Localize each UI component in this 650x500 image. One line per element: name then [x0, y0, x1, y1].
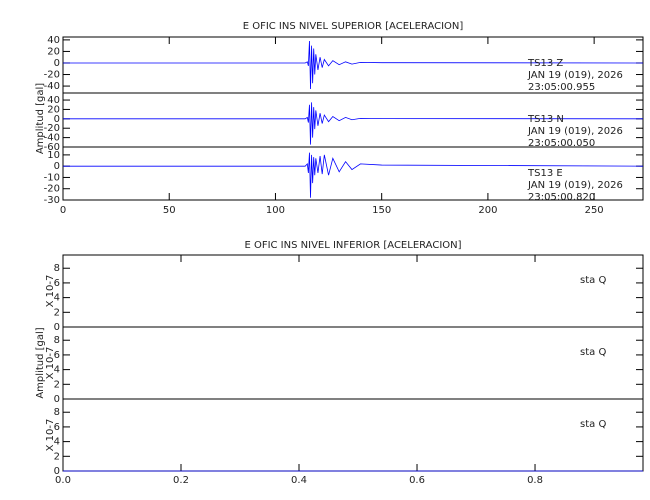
- waveform: [63, 41, 644, 89]
- trace-annotation: 23:05:00.820: [528, 192, 595, 203]
- trace-annotation: sta Q: [580, 347, 606, 358]
- y-tick-label: 6: [54, 278, 60, 289]
- y-tick-label: 2: [54, 307, 60, 318]
- y-tick-label: -40: [44, 81, 60, 92]
- y-tick-label: -60: [44, 142, 60, 153]
- y-tick-label: -10: [44, 172, 60, 183]
- x-tick-label: 50: [163, 205, 176, 216]
- trace-annotation: 23:05:00.050: [528, 138, 595, 149]
- y-tick-label: 8: [54, 407, 60, 418]
- trace-annotation: JAN 19 (019), 2026: [527, 126, 623, 137]
- y-tick-label: 10: [47, 150, 60, 161]
- y-tick-label: -20: [44, 184, 60, 195]
- y-tick-label: -40: [44, 133, 60, 144]
- x-tick-label: 200: [478, 205, 497, 216]
- y-axis-label: Amplitud [gal]: [35, 83, 46, 154]
- x-tick-label: 0.6: [409, 475, 425, 486]
- y-tick-label: 2: [54, 379, 60, 390]
- y-tick-label: 8: [54, 335, 60, 346]
- x-tick-label: 0.0: [55, 475, 71, 486]
- x-tick-label: 0.4: [291, 475, 307, 486]
- y-tick-label: 0: [54, 466, 60, 477]
- y-tick-label: 0: [54, 322, 60, 333]
- y-scale-label: X 10-7: [45, 419, 56, 452]
- y-axis-label: Amplitud [gal]: [35, 327, 46, 398]
- trace-annotation: TS13 Z: [527, 58, 563, 69]
- y-tick-label: -20: [44, 123, 60, 134]
- y-tick-label: 20: [47, 104, 60, 115]
- chart-title: E OFIC INS NIVEL SUPERIOR [ACELERACION]: [243, 21, 464, 32]
- y-tick-label: 4: [54, 437, 60, 448]
- y-tick-label: 0: [54, 394, 60, 405]
- trace-annotation: sta Q: [580, 419, 606, 430]
- chart-title: E OFIC INS NIVEL INFERIOR [ACELERACION]: [244, 240, 461, 251]
- y-tick-label: 0: [54, 58, 60, 69]
- y-tick-label: 8: [54, 263, 60, 274]
- x-tick-label: 0.8: [527, 475, 543, 486]
- panel-frame: [62, 326, 644, 400]
- trace-annotation: sta Q: [580, 275, 606, 286]
- x-tick-label: 250: [585, 205, 604, 216]
- trace-annotation: JAN 19 (019), 2026: [527, 70, 623, 81]
- y-tick-label: -30: [44, 195, 60, 206]
- y-tick-label: 2: [54, 451, 60, 462]
- x-tick-label: 0: [60, 205, 66, 216]
- waveform: [63, 152, 644, 198]
- x-tick-label: 0.2: [173, 475, 189, 486]
- y-tick-label: 0: [54, 114, 60, 125]
- x-tick-label: 100: [266, 205, 285, 216]
- trace-annotation: 23:05:00.955: [528, 82, 595, 93]
- y-tick-label: 40: [47, 95, 60, 106]
- x-tick-label: 150: [372, 205, 391, 216]
- y-scale-label: X 10-7: [45, 347, 56, 380]
- waveform: [63, 102, 644, 145]
- y-tick-label: 4: [54, 293, 60, 304]
- y-tick-label: 6: [54, 350, 60, 361]
- trace-annotation: TS13 N: [527, 114, 564, 125]
- y-scale-label: X 10-7: [45, 275, 56, 308]
- y-tick-label: 4: [54, 365, 60, 376]
- y-tick-label: 40: [47, 35, 60, 46]
- y-tick-label: -20: [44, 70, 60, 81]
- y-tick-label: 6: [54, 422, 60, 433]
- panel-frame: [62, 254, 644, 328]
- panel-frame: [62, 146, 644, 201]
- panel-frame: [62, 398, 644, 472]
- y-tick-label: 20: [47, 46, 60, 57]
- trace-annotation: JAN 19 (019), 2026: [527, 180, 623, 191]
- trace-annotation: TS13 E: [527, 168, 563, 179]
- y-tick-label: 0: [54, 161, 60, 172]
